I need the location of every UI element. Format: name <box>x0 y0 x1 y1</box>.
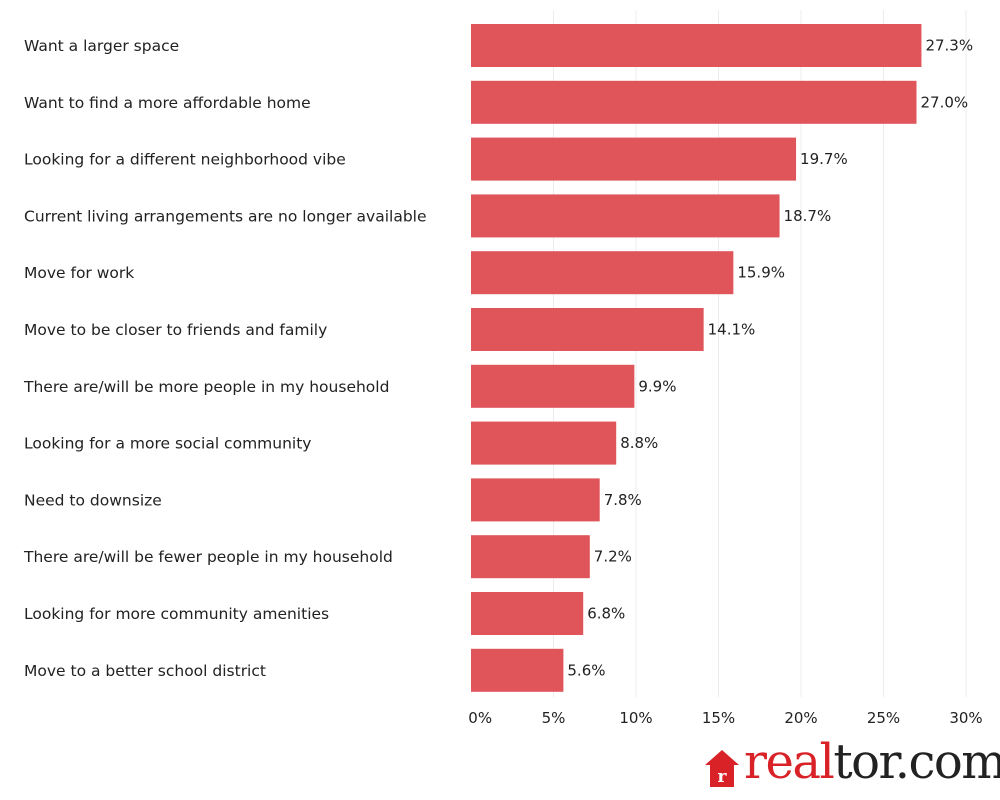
bar <box>471 308 704 351</box>
realtor-logo: r realtor.com® <box>704 734 1000 794</box>
x-tick-label: 30% <box>949 709 982 727</box>
x-axis-ticks: 0% 5% 10% 15% 20% 25% 30% <box>468 709 982 727</box>
value-label: 15.9% <box>737 264 785 282</box>
logo-text-tor: tor.com <box>833 734 1000 790</box>
bar <box>471 137 797 181</box>
bar <box>471 24 922 67</box>
category-label: Need to downsize <box>24 491 162 509</box>
bar <box>471 421 617 465</box>
bar <box>471 648 564 692</box>
value-labels: 27.3% 27.0% 19.7% 18.7% 15.9% 14.1% 9.9% 8.8% 7.… <box>567 37 973 680</box>
logo-wordmark: realtor.com® <box>744 734 1000 790</box>
x-tick-label: 0% <box>468 709 492 727</box>
category-label: Move to a better school district <box>24 662 266 680</box>
category-label: Looking for more community amenities <box>24 605 329 623</box>
house-r-icon: r <box>705 750 739 787</box>
category-label: There are/will be fewer people in my hou… <box>23 548 393 566</box>
value-label: 27.0% <box>921 93 969 111</box>
value-label: 6.8% <box>587 605 625 623</box>
category-label: Move for work <box>24 264 134 282</box>
value-label: 7.2% <box>594 548 632 566</box>
bar <box>471 80 917 124</box>
bar <box>471 251 734 295</box>
bar <box>471 364 635 408</box>
category-label: Move to be closer to friends and family <box>24 321 327 339</box>
bar <box>471 535 590 579</box>
value-label: 9.9% <box>638 377 676 395</box>
category-label: Current living arrangements are no longe… <box>24 207 427 225</box>
x-tick-label: 25% <box>867 709 900 727</box>
logo-text-real: real <box>744 734 835 790</box>
bar <box>471 592 584 635</box>
gridlines <box>553 10 967 697</box>
value-label: 8.8% <box>620 434 658 452</box>
x-tick-label: 10% <box>619 709 652 727</box>
value-label: 27.3% <box>925 37 973 55</box>
bar <box>471 478 600 522</box>
value-label: 18.7% <box>784 207 832 225</box>
category-label: There are/will be more people in my hous… <box>23 378 389 396</box>
value-label: 7.8% <box>604 491 642 509</box>
svg-text:r: r <box>718 767 728 787</box>
category-label: Want a larger space <box>24 37 179 55</box>
x-tick-label: 15% <box>702 709 735 727</box>
bars <box>471 24 922 692</box>
category-labels: Want a larger space Want to find a more a… <box>23 37 427 680</box>
category-label: Want to find a more affordable home <box>24 94 311 112</box>
category-label: Looking for a different neighborhood vib… <box>24 151 346 169</box>
category-label: Looking for a more social community <box>24 435 311 453</box>
bar-chart: Want a larger space Want to find a more a… <box>23 10 983 727</box>
value-label: 19.7% <box>800 150 848 168</box>
x-tick-label: 20% <box>784 709 817 727</box>
value-label: 5.6% <box>567 661 605 679</box>
bar <box>471 194 780 238</box>
x-tick-label: 5% <box>542 709 566 727</box>
value-label: 14.1% <box>708 321 756 339</box>
